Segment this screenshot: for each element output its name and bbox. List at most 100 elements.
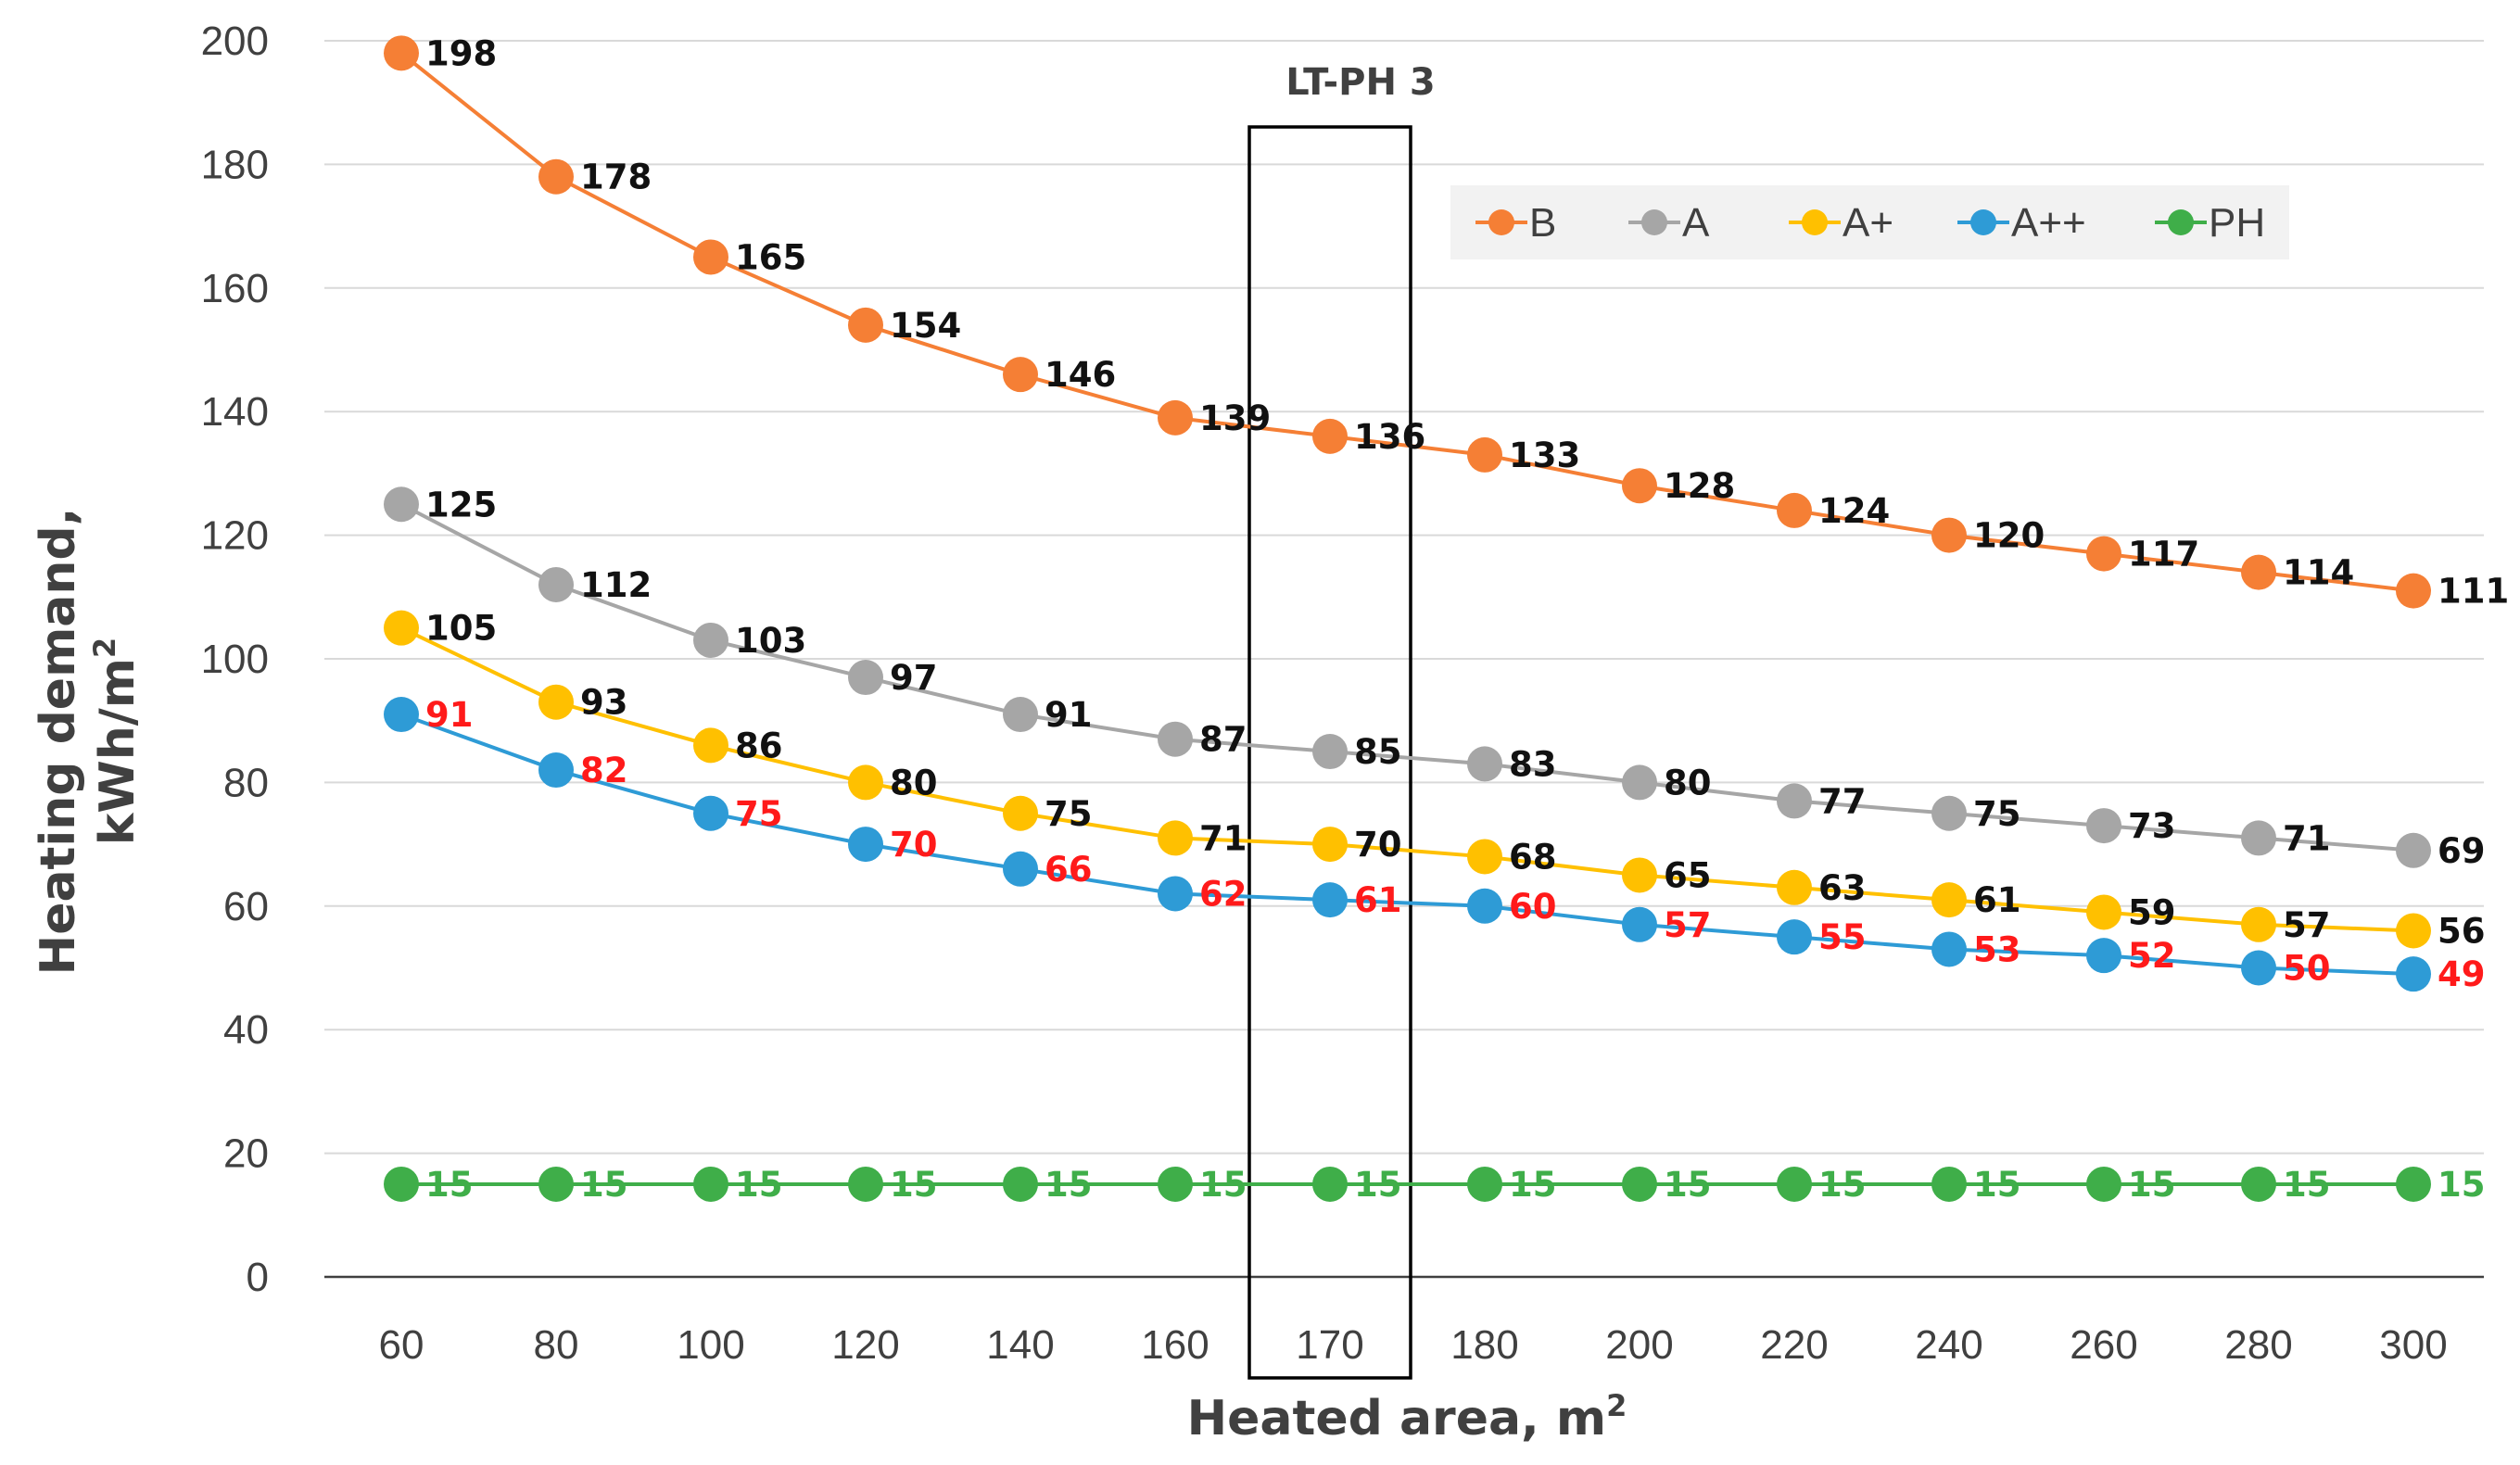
legend-item-a: A [1628, 200, 1710, 246]
series-ph [384, 1166, 2431, 1202]
data-label-b-280: 114 [2283, 553, 2354, 593]
x-tick-label-300: 300 [2379, 1322, 2447, 1368]
marker-aplus-220 [1777, 869, 1812, 905]
series-b [384, 35, 2431, 609]
marker-a-140 [1003, 697, 1038, 733]
data-label-a-140: 91 [1045, 695, 1093, 735]
data-label-aplus-200: 65 [1664, 855, 1712, 895]
marker-b-80 [538, 158, 574, 195]
marker-ph-240 [1931, 1166, 1967, 1202]
marker-aplusplus-140 [1003, 851, 1038, 887]
series-line-a [400, 502, 2414, 852]
marker-aplus-100 [693, 727, 728, 764]
series-line-b [399, 51, 2414, 593]
x-axis-title-superscript: 2 [1606, 1388, 1627, 1423]
x-tick-label-60: 60 [379, 1322, 424, 1368]
y-axis-title-line1: Heating demand, [31, 508, 86, 976]
data-label-ph-180: 15 [1509, 1165, 1557, 1205]
data-label-aplusplus-120: 70 [890, 825, 938, 865]
data-label-a-170: 85 [1354, 732, 1402, 772]
data-label-ph-240: 15 [1973, 1165, 2021, 1205]
marker-b-280 [2241, 554, 2276, 590]
data-label-aplusplus-180: 60 [1509, 887, 1557, 927]
x-tick-label-260: 260 [2070, 1322, 2137, 1368]
data-label-a-300: 69 [2438, 831, 2486, 871]
marker-aplus-140 [1003, 795, 1038, 831]
x-axis-title-text: Heated area, m [1187, 1391, 1606, 1446]
legend-marker-a [1641, 209, 1667, 235]
marker-ph-80 [538, 1166, 574, 1202]
x-tick-label-280: 280 [2224, 1322, 2292, 1368]
x-tick-label-120: 120 [831, 1322, 899, 1368]
marker-aplus-240 [1931, 882, 1967, 918]
series-line-aplusplus [400, 713, 2414, 977]
data-label-aplusplus-100: 75 [735, 794, 783, 834]
marker-aplus-80 [538, 684, 574, 720]
data-label-aplus-100: 86 [735, 726, 783, 765]
axes: 0 20 40 60 80 100 120 140 160 180 200 60 80 100 120 140… [201, 19, 2484, 1368]
marker-b-180 [1467, 436, 1502, 473]
marker-a-240 [1931, 795, 1967, 831]
data-label-ph-140: 15 [1045, 1165, 1093, 1205]
marker-aplusplus-200 [1622, 906, 1657, 942]
marker-aplusplus-100 [693, 795, 728, 831]
series-group [384, 35, 2431, 1202]
gridlines [324, 40, 2484, 1155]
legend-marker-aplusplus [1970, 209, 1996, 235]
marker-a-200 [1622, 764, 1657, 801]
legend-label-b: B [1529, 200, 1556, 246]
y-tick-label-20: 20 [223, 1131, 269, 1177]
legend-item-aplus: A+ [1789, 200, 1893, 246]
legend-label-a: A [1682, 200, 1710, 246]
legend-label-ph: PH [2209, 200, 2265, 246]
y-axis-title: Heating demand, kWh/m2 [31, 508, 146, 976]
x-tick-label-180: 180 [1450, 1322, 1518, 1368]
data-label-aplusplus-220: 55 [1818, 917, 1867, 957]
data-label-ph-100: 15 [735, 1165, 783, 1205]
legend-label-aplus: A+ [1843, 200, 1893, 246]
data-label-b-240: 120 [1973, 516, 2045, 556]
marker-b-260 [2086, 536, 2121, 572]
y-tick-label-120: 120 [201, 513, 269, 559]
marker-a-170 [1312, 734, 1348, 770]
marker-aplusplus-160 [1158, 876, 1193, 912]
x-tick-label-220: 220 [1760, 1322, 1828, 1368]
legend-background [1450, 185, 2289, 259]
marker-ph-140 [1003, 1166, 1038, 1202]
data-label-aplus-120: 80 [890, 763, 938, 802]
marker-ph-200 [1622, 1166, 1657, 1202]
marker-a-280 [2241, 820, 2276, 856]
marker-b-100 [693, 239, 728, 275]
legend-marker-ph [2168, 209, 2194, 235]
data-label-a-220: 77 [1818, 781, 1867, 821]
y-tick-label-140: 140 [201, 389, 269, 435]
data-label-aplus-220: 63 [1818, 868, 1867, 908]
data-label-aplus-300: 56 [2438, 911, 2486, 951]
marker-b-160 [1158, 399, 1193, 436]
data-label-aplus-180: 68 [1509, 837, 1557, 877]
marker-a-260 [2086, 808, 2121, 844]
data-label-ph-260: 15 [2128, 1165, 2176, 1205]
y-axis-title-line2-text: kWh/m [90, 658, 146, 845]
x-tick-label-140: 140 [986, 1322, 1054, 1368]
data-labels-group: 198 178 165 154 146 139 136 133 128 124 120 117 114 1… [425, 33, 2509, 1205]
data-label-aplus-240: 61 [1973, 880, 2021, 920]
data-label-aplusplus-240: 53 [1973, 929, 2021, 969]
marker-aplusplus-80 [538, 752, 574, 789]
y-tick-label-0: 0 [247, 1255, 269, 1300]
data-label-a-280: 71 [2283, 818, 2331, 858]
x-tick-label-200: 200 [1605, 1322, 1673, 1368]
data-label-aplusplus-170: 61 [1354, 880, 1402, 920]
legend-marker-aplus [1802, 209, 1828, 235]
marker-b-60 [384, 35, 419, 71]
data-label-ph-200: 15 [1664, 1165, 1712, 1205]
x-tick-label-240: 240 [1915, 1322, 1982, 1368]
data-label-aplusplus-200: 57 [1664, 905, 1712, 945]
data-label-ph-220: 15 [1818, 1165, 1867, 1205]
x-tick-label-80: 80 [534, 1322, 579, 1368]
y-tick-label-160: 160 [201, 266, 269, 311]
data-label-b-60: 198 [425, 33, 497, 73]
marker-a-120 [848, 660, 883, 696]
marker-ph-280 [2241, 1166, 2276, 1202]
